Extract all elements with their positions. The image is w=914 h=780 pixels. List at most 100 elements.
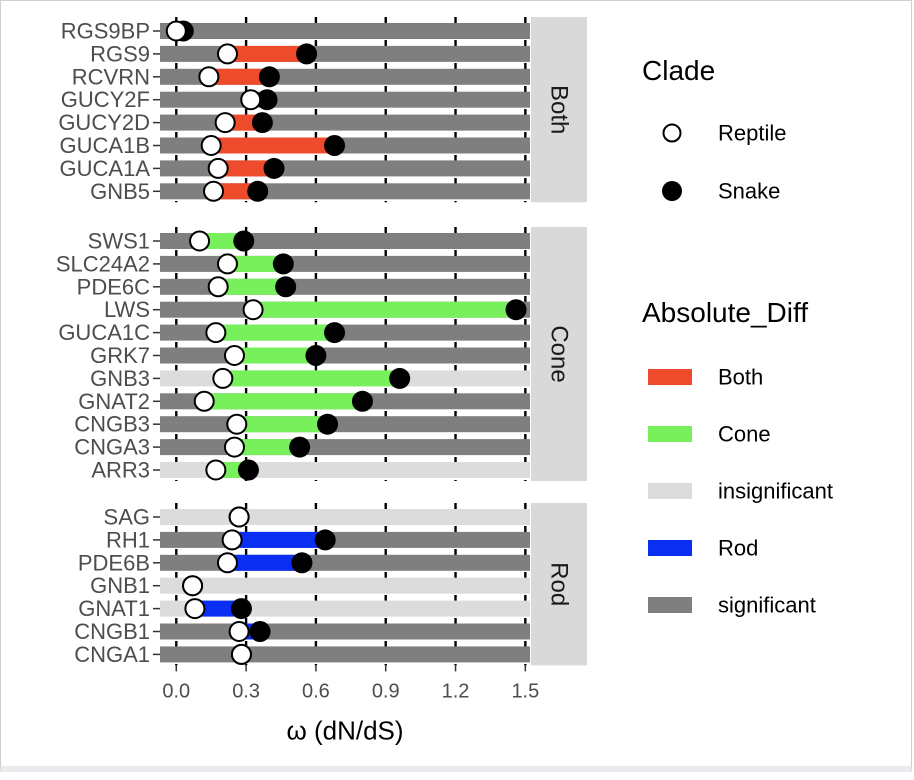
gene-label: GUCA1B [60,133,150,158]
legend-key-rod [648,540,692,556]
reptile-point [216,43,238,65]
snake-point [305,345,327,366]
gene-label: GNB1 [90,573,150,598]
gene-label: CNGB3 [74,412,150,437]
panel-both: Both RGS9BPRGS9RCVRNGUCY2FGUCY2DGUCA1BGUC… [58,17,587,204]
snake-point [296,43,318,65]
gene-label: GNB3 [90,366,150,391]
diff-segment [215,324,335,341]
x-tick-label: 1.2 [442,680,470,702]
snake-point [256,89,278,111]
gene-label: RCVRN [72,64,150,89]
reptile-point [226,413,248,435]
gene-label: PDE6B [78,550,150,575]
snake-point [249,621,271,642]
gene-label: SAG [104,505,150,530]
x-tick-label: 0.0 [162,680,190,702]
facet-label: Rod [546,562,573,606]
reptile-point [193,390,215,412]
snake-point [263,157,285,179]
diff-segment [227,554,302,571]
reptile-point [198,66,220,88]
snake-point [314,529,336,551]
gene-label: GUCY2D [58,110,150,135]
gene-label: RGS9 [90,41,150,66]
snake-point [251,112,273,134]
reptile-point [216,253,238,275]
gene-label: CNGA3 [74,435,150,460]
legend-label: Both [718,365,763,390]
reptile-point [182,575,204,597]
diff-segment [208,68,270,85]
snake-point [324,322,346,344]
diff-segment [218,160,275,177]
legend-label: Cone [718,422,771,447]
diff-segment [218,278,286,295]
legend-key-snake [662,181,682,201]
background-bar [160,255,530,272]
gene-label: GNAT2 [78,389,150,414]
background-bar [160,439,530,456]
snake-point [289,436,311,458]
legend-key-both [648,369,692,385]
gene-label: GUCA1A [60,156,151,181]
background-bar [160,623,530,640]
legend-key-significant [648,597,692,613]
gene-label: RH1 [106,527,150,552]
reptile-point [207,276,229,298]
reptile-point [200,135,222,156]
snake-point [317,413,339,435]
background-bar [160,577,530,594]
diff-segment [204,393,363,410]
snake-point [275,276,297,298]
background-bar [160,531,530,548]
reptile-point [216,552,238,574]
gene-label: GUCA1C [58,320,150,345]
reptile-point [223,436,245,458]
diff-segment [227,255,284,272]
snake-point [291,552,313,574]
reptile-point [228,506,250,528]
reptile-point [184,598,206,620]
panel-cone: Cone SWS1SLC24A2PDE6CLWSGUCA1CGRK7GNB3GNA… [56,227,587,483]
gene-label: GNAT1 [78,596,150,621]
legend-title-clade: Clade [642,55,715,86]
snake-point [389,367,411,389]
diff-segment [213,183,258,200]
legend-label: Rod [718,536,758,561]
legend-label: significant [718,593,816,618]
legend-key-insignificant [648,483,692,499]
gene-label: GRK7 [90,343,150,368]
reptile-point [205,322,227,344]
gene-label: ARR3 [91,458,150,483]
legend-label: Snake [718,179,780,204]
gene-label: GUCY2F [61,87,150,112]
reptile-point [212,367,234,389]
diff-segment [232,531,326,548]
legend-key-cone [648,426,692,442]
diff-segment [211,137,335,154]
diff-segment [222,370,400,387]
gene-label: SLC24A2 [56,251,150,276]
reptile-point [205,459,227,481]
legend-key-reptile [662,123,682,143]
reptile-point [223,345,245,366]
snake-point [237,459,259,481]
facet-label: Both [546,85,573,134]
snake-point [258,66,280,88]
gene-label: RGS9BP [61,19,150,44]
gene-label: CNGB1 [74,619,150,644]
snake-point [351,390,373,412]
background-bar [160,600,530,617]
diff-segment [234,439,300,456]
reptile-point [214,112,236,134]
x-tick-label: 0.6 [302,680,330,702]
reptile-point [207,157,229,179]
background-bar [160,45,530,62]
legend-label: Reptile [718,121,786,146]
gene-label: CNGA1 [74,642,150,667]
reptile-point [228,621,250,642]
gene-label: LWS [104,297,150,322]
